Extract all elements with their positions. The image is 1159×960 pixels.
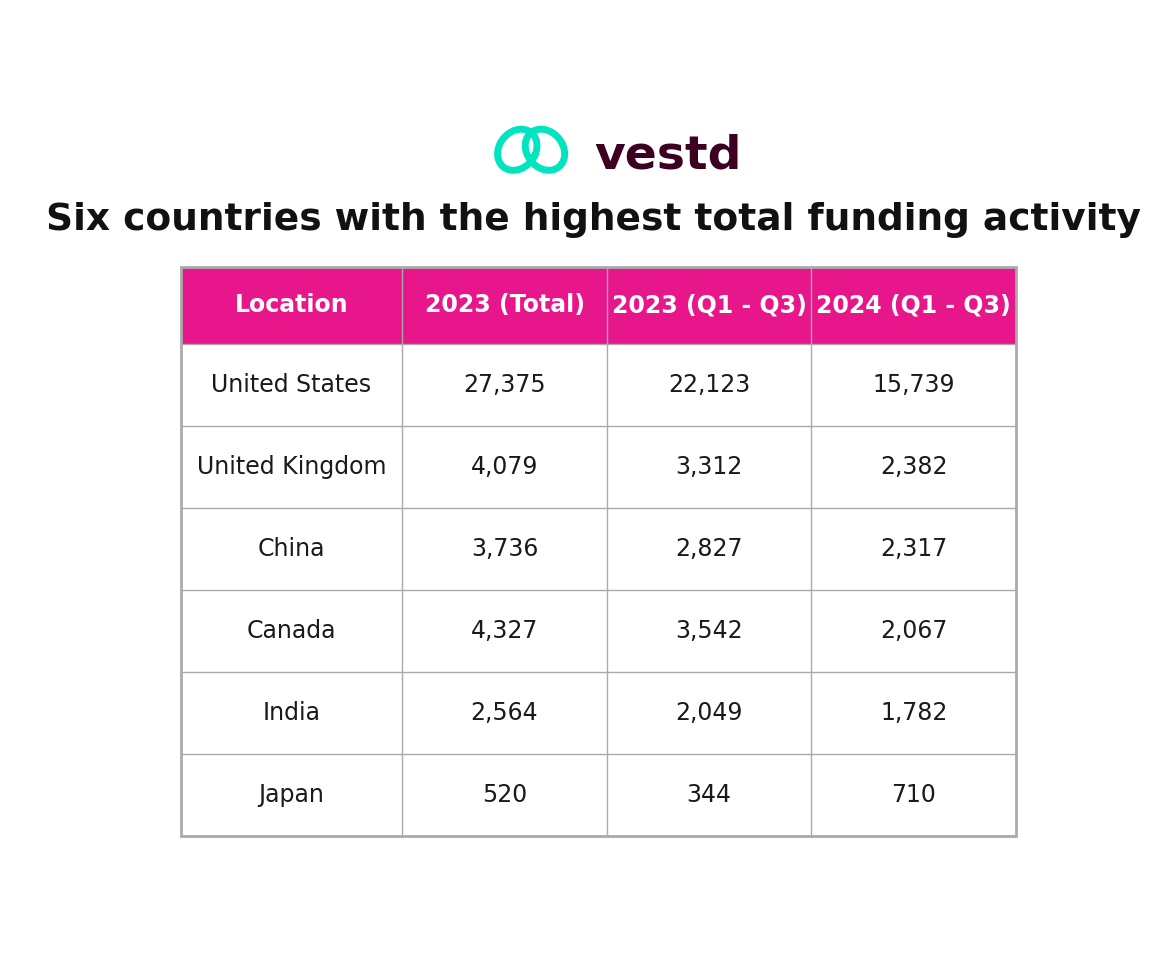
FancyBboxPatch shape bbox=[181, 425, 1016, 508]
FancyBboxPatch shape bbox=[181, 508, 1016, 589]
Text: 2,827: 2,827 bbox=[676, 537, 743, 561]
Text: China: China bbox=[257, 537, 326, 561]
Text: 15,739: 15,739 bbox=[873, 372, 955, 396]
FancyBboxPatch shape bbox=[181, 589, 1016, 672]
Text: 520: 520 bbox=[482, 783, 527, 807]
FancyBboxPatch shape bbox=[181, 344, 1016, 425]
Text: 27,375: 27,375 bbox=[464, 372, 546, 396]
Text: 4,079: 4,079 bbox=[471, 455, 538, 479]
Text: 2,317: 2,317 bbox=[880, 537, 947, 561]
Text: India: India bbox=[262, 701, 321, 725]
Text: Canada: Canada bbox=[247, 619, 336, 643]
Text: Six countries with the highest total funding activity: Six countries with the highest total fun… bbox=[46, 203, 1142, 238]
Text: 1,782: 1,782 bbox=[880, 701, 948, 725]
Text: 710: 710 bbox=[891, 783, 936, 807]
Text: Japan: Japan bbox=[258, 783, 325, 807]
Text: 2,564: 2,564 bbox=[471, 701, 538, 725]
Text: United Kingdom: United Kingdom bbox=[197, 455, 386, 479]
Text: 3,736: 3,736 bbox=[471, 537, 538, 561]
Text: 3,312: 3,312 bbox=[676, 455, 743, 479]
Text: Location: Location bbox=[234, 293, 349, 317]
Text: 2023 (Total): 2023 (Total) bbox=[424, 293, 584, 317]
Text: 3,542: 3,542 bbox=[676, 619, 743, 643]
Text: 22,123: 22,123 bbox=[668, 372, 750, 396]
Text: 2023 (Q1 - Q3): 2023 (Q1 - Q3) bbox=[612, 293, 807, 317]
Text: 344: 344 bbox=[686, 783, 731, 807]
Text: vestd: vestd bbox=[595, 133, 742, 179]
Text: 2,049: 2,049 bbox=[676, 701, 743, 725]
FancyBboxPatch shape bbox=[181, 267, 1016, 344]
Text: 2,067: 2,067 bbox=[880, 619, 948, 643]
FancyBboxPatch shape bbox=[181, 672, 1016, 754]
Text: 4,327: 4,327 bbox=[471, 619, 538, 643]
Text: 2024 (Q1 - Q3): 2024 (Q1 - Q3) bbox=[816, 293, 1011, 317]
Text: United States: United States bbox=[211, 372, 372, 396]
FancyBboxPatch shape bbox=[181, 754, 1016, 836]
Text: 2,382: 2,382 bbox=[880, 455, 948, 479]
